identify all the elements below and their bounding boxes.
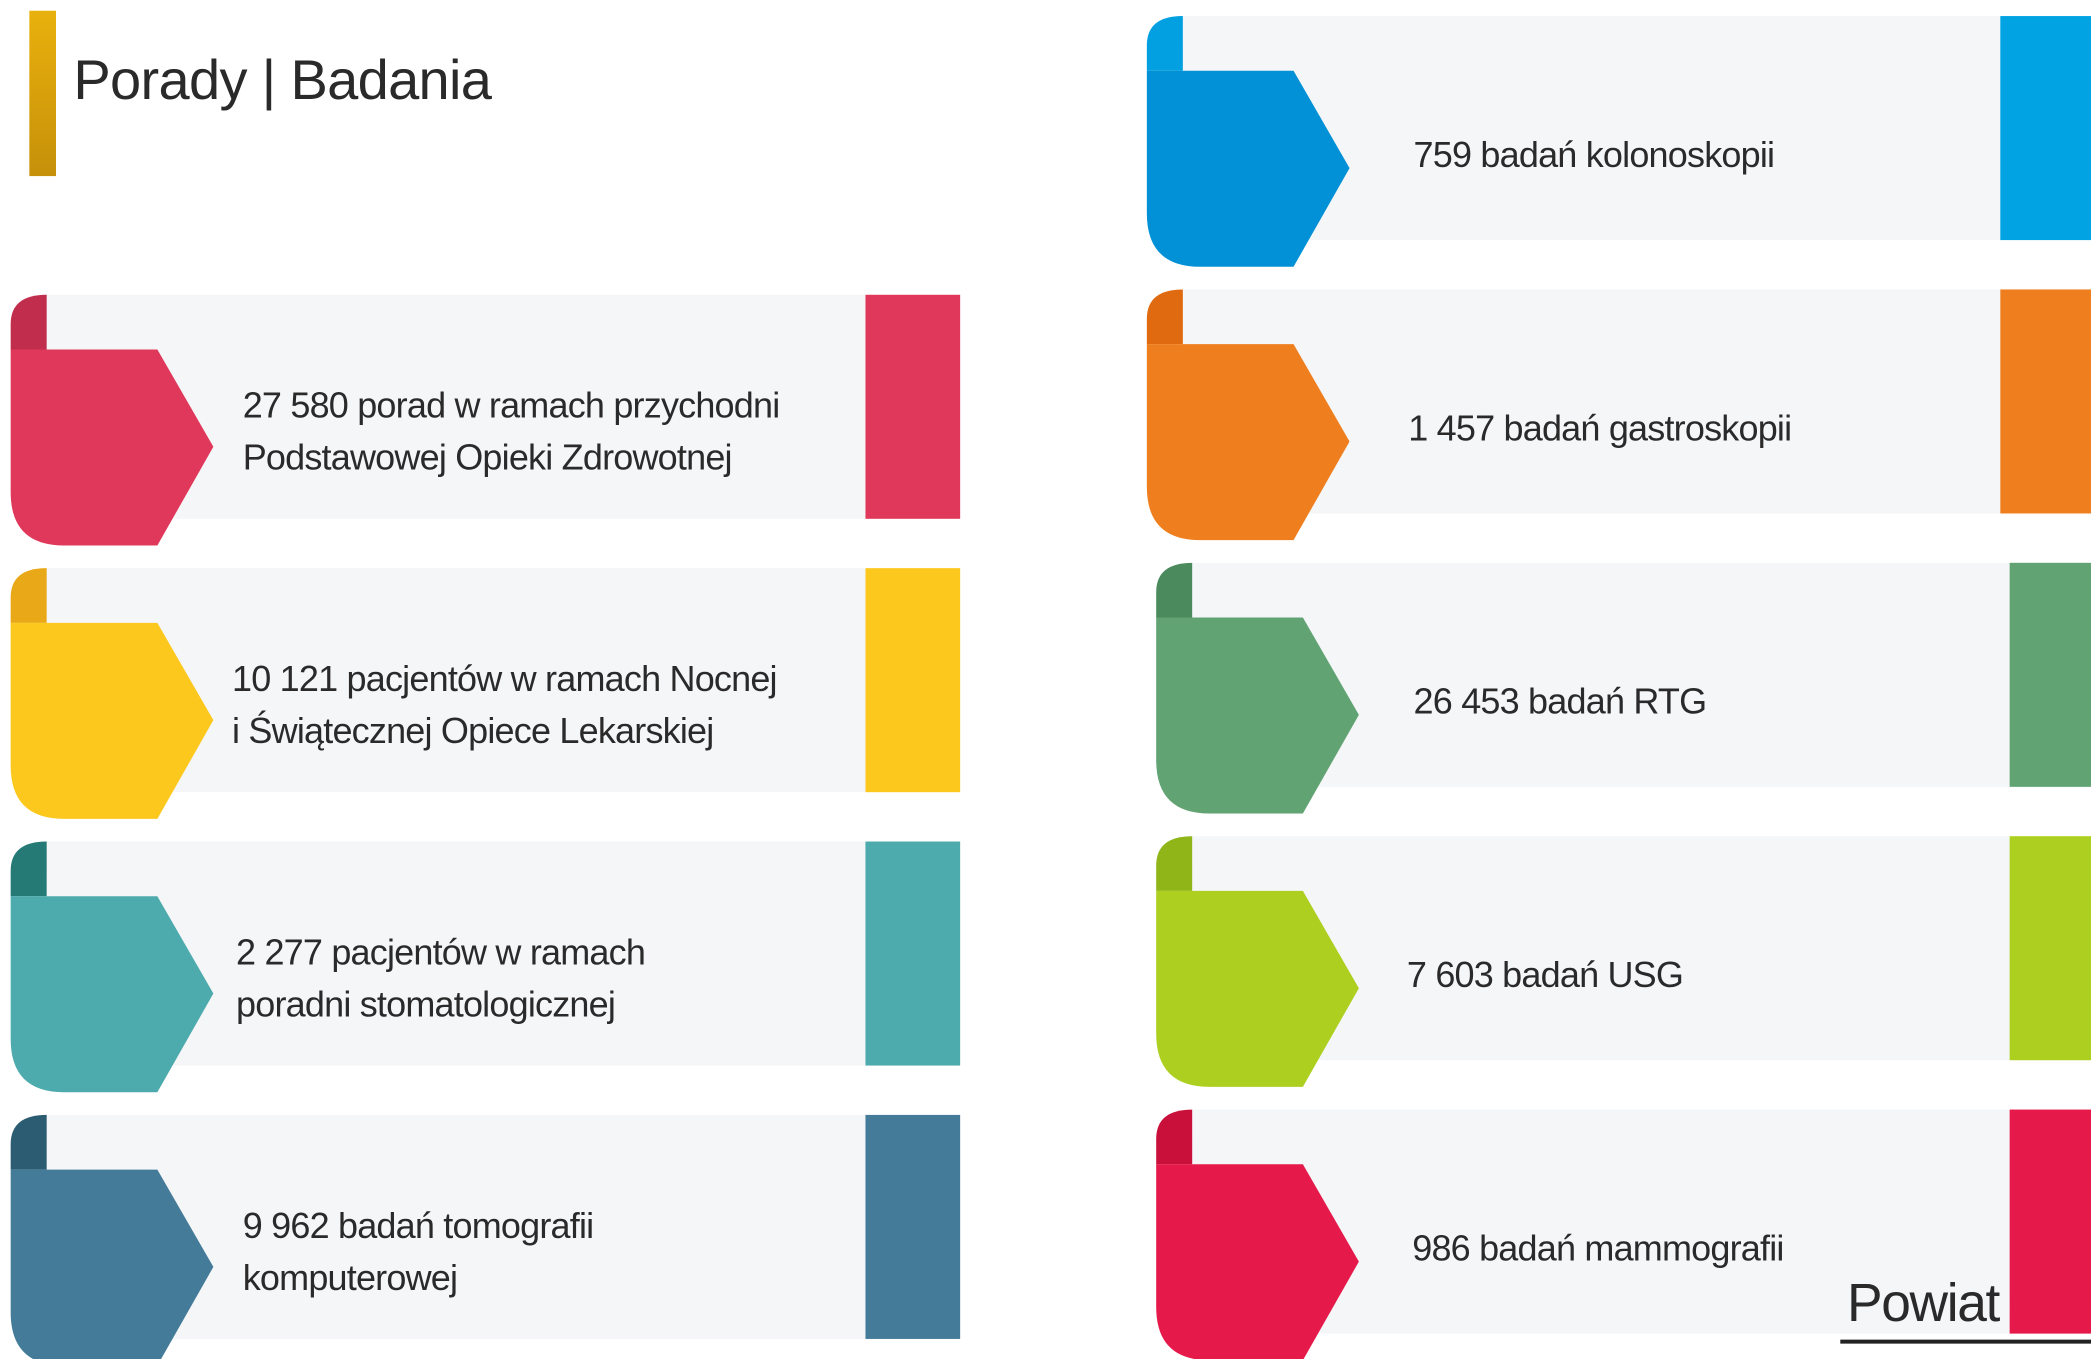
ribbon-curl	[1156, 562, 1193, 618]
ribbon-curl	[10, 841, 47, 897]
ribbon-curl	[1156, 1109, 1193, 1165]
ribbon-curl	[1146, 289, 1183, 345]
ribbon-arrow	[10, 349, 214, 546]
ribbon-arrow	[1156, 890, 1359, 1087]
card-bar	[2000, 289, 2091, 514]
ribbon-arrow	[10, 896, 214, 1093]
ribbon-curl	[10, 568, 47, 623]
item-text: 2 277 pacjentów w ramach	[236, 931, 645, 972]
ribbon-arrow	[1146, 70, 1350, 267]
item-text: 1 457 badań gastroskopii	[1408, 407, 1791, 448]
item-text: 986 badań mammografii	[1412, 1227, 1783, 1268]
item-text: 10 121 pacjentów w ramach Nocnej	[232, 658, 777, 699]
footer-text: Powiat Gar	[1847, 1274, 2091, 1333]
card-bar	[2009, 1109, 2091, 1334]
card-bar	[2009, 836, 2091, 1061]
ribbon-arrow	[1146, 344, 1350, 541]
title-accent	[29, 10, 57, 177]
ribbon-curl	[10, 1114, 47, 1170]
title: Porady | Badania	[73, 48, 492, 111]
ribbon-curl	[10, 294, 47, 350]
ribbon-arrow	[1156, 617, 1359, 814]
card-bar	[2000, 16, 2091, 241]
card-bar	[865, 294, 961, 519]
card-bar	[865, 568, 961, 793]
card-bar	[865, 841, 961, 1066]
ribbon-arrow	[10, 622, 214, 819]
item-text: 759 badań kolonoskopii	[1414, 134, 1775, 175]
item-text: 9 962 badań tomografii	[243, 1205, 594, 1246]
ribbon-curl	[1146, 16, 1183, 71]
items: 27 580 porad w ramach przychodni Podstawo…	[10, 16, 2091, 1359]
item-text: 7 603 badań USG	[1407, 954, 1683, 995]
ribbon-arrow	[1156, 1164, 1359, 1359]
item-text: komputerowej	[243, 1257, 458, 1298]
card-bar	[2009, 562, 2091, 787]
item-text: Podstawowej Opieki Zdrowotnej	[243, 437, 732, 478]
footer-part: Powiat	[1847, 1274, 2001, 1333]
ribbon-curl	[1156, 836, 1193, 891]
card-bar	[865, 1114, 961, 1339]
item-text: poradni stomatologicznej	[236, 983, 615, 1024]
item-text: 27 580 porad w ramach przychodni	[243, 385, 780, 426]
item-text: i Świątecznej Opiece Lekarskiej	[232, 709, 713, 751]
ribbon-arrow	[10, 1169, 214, 1359]
footer-part: Gar	[2010, 1274, 2091, 1333]
item-text: 26 453 badań RTG	[1414, 681, 1707, 722]
